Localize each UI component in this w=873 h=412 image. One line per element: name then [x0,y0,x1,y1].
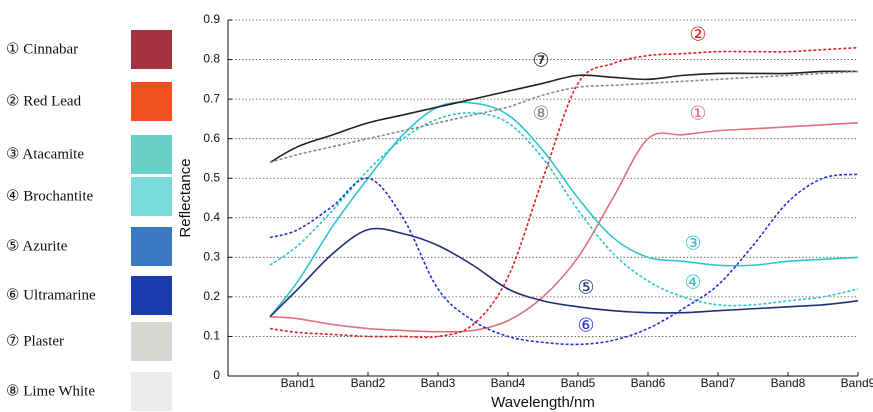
y-tick-label: 0.3 [203,250,220,264]
x-tick-label: Band7 [701,376,736,390]
series-annotation: ② [689,24,706,45]
legend-swatch [131,372,172,411]
y-tick-label: 0.1 [203,329,220,343]
series-line [269,122,859,333]
y-axis-label: Reflectance [177,158,194,237]
y-tick-label: 0.9 [203,12,220,26]
legend-label: ⑥ Ultramarine [6,287,96,303]
series-annotation: ⑥ [577,315,594,336]
y-tick-label: 0.5 [203,170,220,184]
series-annotation: ① [689,103,706,124]
legend-label: ④ Brochantite [6,188,94,204]
legend-swatch [131,135,172,174]
series-line [269,70,859,164]
legend-swatch [131,82,172,121]
legend-label: ⑦ Plaster [6,333,64,349]
series-line [269,173,859,346]
x-tick-label: Band8 [771,376,806,390]
y-tick-label: 0.8 [203,52,220,66]
legend-swatch [131,30,172,69]
y-tick-label: 0 [213,368,220,382]
x-tick-label: Band9 [841,376,873,390]
legend-label: ③ Atacamite [6,146,84,162]
series-annotation: ③ [684,233,701,254]
y-tick-label: 0.6 [203,131,220,145]
series-line [269,101,859,318]
series-annotation: ④ [684,272,701,293]
legend-swatch [131,177,172,216]
x-tick-label: Band5 [561,376,596,390]
legend-label: ② Red Lead [6,93,82,109]
series-line [269,227,859,318]
y-tick-label: 0.4 [203,210,220,224]
x-tick-label: Band3 [421,376,456,390]
legend-label: ① Cinnabar [6,41,78,57]
series-annotation: ⑤ [577,277,594,298]
x-tick-label: Band6 [631,376,666,390]
series-line [269,112,859,307]
legend-label: ⑧ Lime White [6,383,95,399]
series-annotation: ⑧ [532,103,549,124]
x-axis-label: Wavelength/nm [491,394,595,411]
series-annotation: ⑦ [532,50,549,71]
x-tick-label: Band2 [351,376,386,390]
x-tick-label: Band1 [281,376,316,390]
legend-swatch [131,227,172,266]
x-tick-label: Band4 [491,376,526,390]
legend-swatch [131,322,172,361]
y-tick-label: 0.7 [203,91,220,105]
legend-label: ⑤ Azurite [6,238,68,254]
series-line [269,70,859,164]
series-line [269,46,859,339]
y-tick-label: 0.2 [203,289,220,303]
legend-swatch [131,276,172,315]
